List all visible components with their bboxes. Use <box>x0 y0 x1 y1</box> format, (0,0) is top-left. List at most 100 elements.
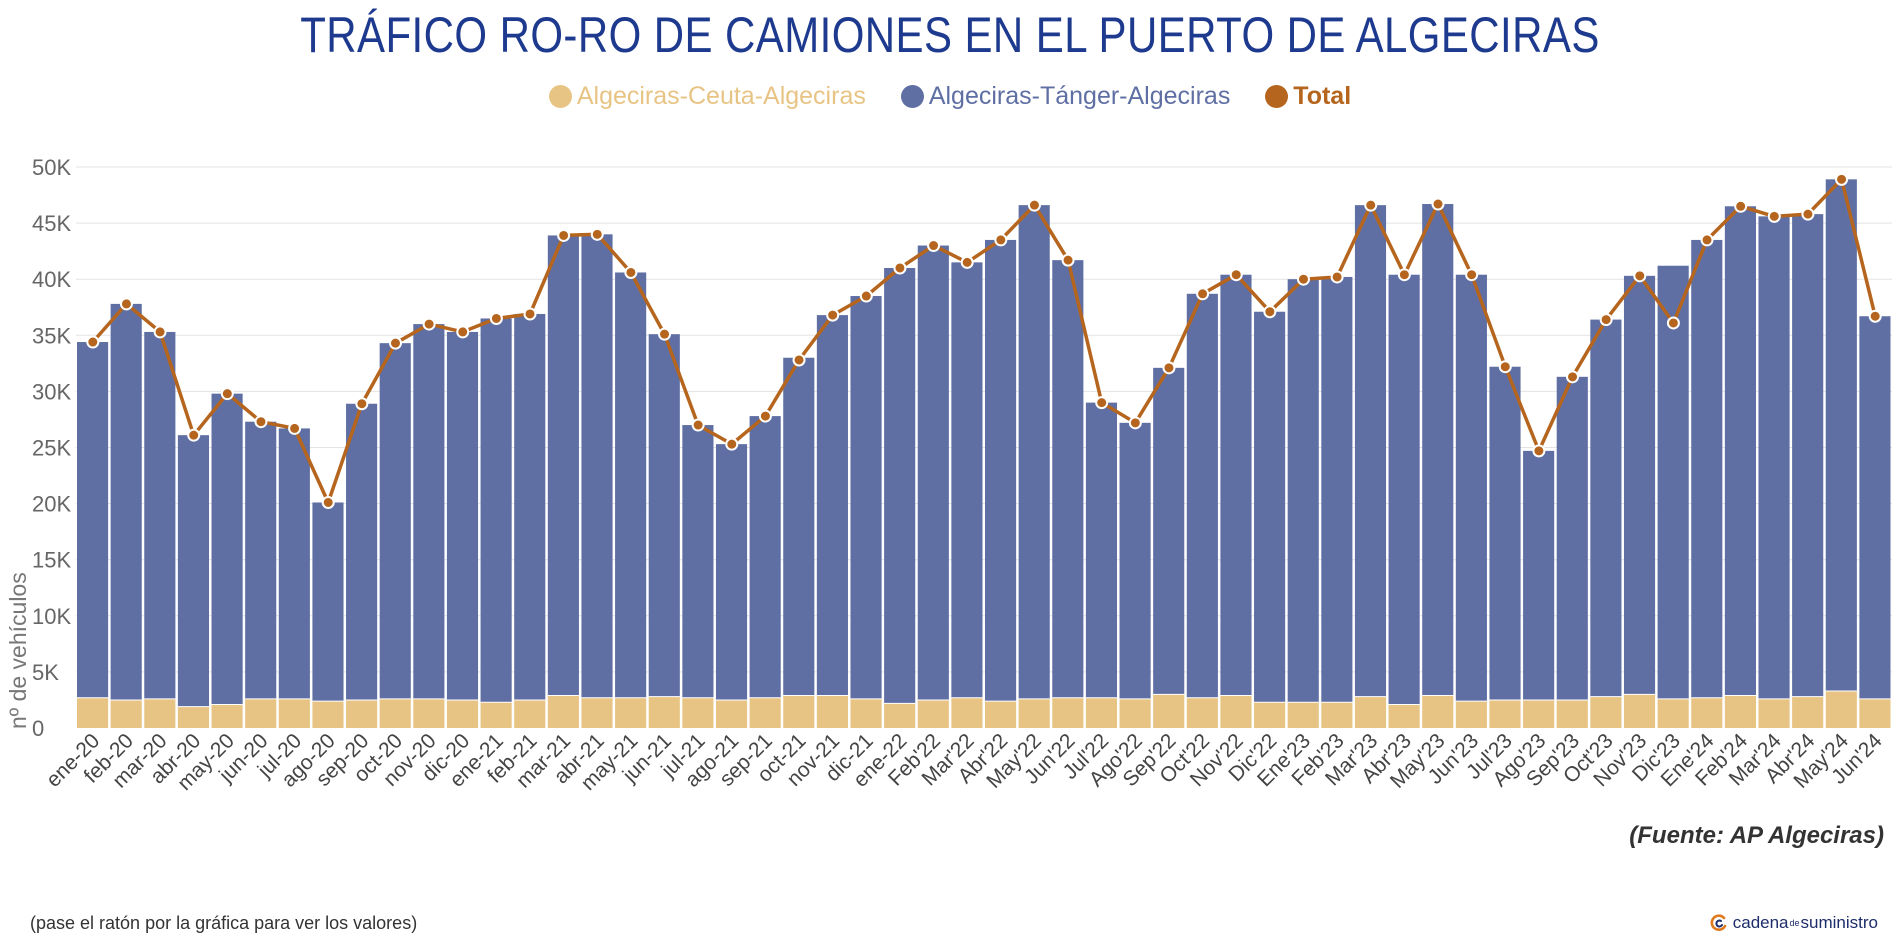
bar-ceuta <box>1556 699 1588 728</box>
bar-ceuta <box>1489 699 1521 728</box>
bar-tanger <box>648 334 680 697</box>
bar-ceuta <box>1354 696 1387 728</box>
bar-ceuta <box>1691 697 1723 728</box>
bar-ceuta <box>1018 698 1050 728</box>
total-point <box>1633 269 1647 283</box>
y-tick-label: 5K <box>32 660 59 685</box>
total-point <box>523 307 537 321</box>
bar-tanger <box>144 331 176 699</box>
total-point <box>1700 233 1714 247</box>
chart-title: TRÁFICO RO-RO DE CAMIONES EN EL PUERTO D… <box>300 7 1600 63</box>
legend-swatch-tanger <box>900 85 924 108</box>
total-point <box>321 495 335 509</box>
bar-tanger <box>1085 402 1118 698</box>
bar-ceuta <box>1590 696 1622 728</box>
hover-hint: (pase el ratón por la gráfica para ver l… <box>30 913 418 933</box>
bar-tanger <box>850 296 882 699</box>
total-point <box>489 311 503 325</box>
bar-ceuta <box>884 703 916 728</box>
legend-item-total[interactable]: Total <box>1265 82 1351 111</box>
total-point <box>1734 199 1748 213</box>
bar-tanger <box>77 342 109 698</box>
total-point <box>859 289 873 303</box>
bar-tanger <box>547 235 579 696</box>
legend-item-ceuta[interactable]: Algeciras-Ceuta-Algeciras <box>548 82 866 111</box>
bar-ceuta <box>581 697 613 728</box>
bar-ceuta <box>648 696 680 728</box>
total-point <box>1364 198 1378 212</box>
total-point <box>658 327 672 341</box>
legend-label-total: Total <box>1293 82 1352 110</box>
y-tick-label: 0 <box>32 716 44 741</box>
bar-tanger <box>1489 366 1521 700</box>
total-point <box>960 255 974 269</box>
total-point <box>1397 268 1411 282</box>
bar-ceuta <box>77 697 109 728</box>
bar-tanger <box>682 425 714 698</box>
bar-ceuta <box>917 699 949 728</box>
bar-ceuta <box>1523 699 1555 728</box>
legend-item-tanger[interactable]: Algeciras-Tánger-Algeciras <box>900 82 1230 111</box>
bar-tanger <box>1354 205 1387 697</box>
bar-tanger <box>816 315 848 696</box>
bar-ceuta <box>346 699 378 728</box>
bar-tanger <box>1455 274 1487 702</box>
bar-tanger <box>715 444 748 700</box>
bar-ceuta <box>1657 698 1689 728</box>
total-point <box>557 228 571 242</box>
bar-tanger <box>514 313 546 700</box>
total-point <box>187 428 201 442</box>
brand-text-2: de <box>1789 918 1800 928</box>
bar-ceuta <box>514 699 546 728</box>
bar-tanger <box>1254 311 1286 703</box>
total-point <box>1027 198 1041 212</box>
bar-tanger <box>245 421 277 699</box>
brand-logo[interactable]: cadena de suministro <box>1710 913 1878 933</box>
bar-tanger <box>1523 450 1555 700</box>
y-tick-label: 35K <box>32 323 71 348</box>
total-point <box>1061 253 1075 267</box>
bar-tanger <box>1388 274 1420 705</box>
bar-ceuta <box>1724 695 1756 728</box>
bar-ceuta <box>446 699 479 728</box>
total-point <box>153 325 167 339</box>
bar-ceuta <box>1859 698 1891 728</box>
bar-tanger <box>985 239 1017 702</box>
bar-tanger <box>1153 367 1185 695</box>
bar-ceuta <box>1254 702 1286 728</box>
total-point <box>1666 316 1680 330</box>
total-point <box>1465 268 1479 282</box>
total-point <box>1263 305 1277 319</box>
total-point <box>691 418 705 432</box>
bar-tanger <box>1422 204 1454 696</box>
bar-ceuta <box>951 697 983 728</box>
total-point <box>994 233 1008 247</box>
total-point <box>1095 396 1109 410</box>
bar-tanger <box>413 324 445 699</box>
bar-ceuta <box>749 697 781 728</box>
bar-tanger <box>917 245 949 700</box>
bar-tanger <box>951 262 983 698</box>
bar-ceuta <box>379 698 411 728</box>
bar-tanger <box>1792 214 1824 697</box>
bar-tanger <box>1556 376 1588 700</box>
bar-ceuta <box>816 695 848 728</box>
bar-ceuta <box>245 698 277 728</box>
bar-tanger <box>1119 422 1151 699</box>
bar-ceuta <box>480 702 512 728</box>
y-tick-label: 30K <box>32 379 71 404</box>
bar-tanger <box>1052 260 1084 698</box>
bar-ceuta <box>1792 696 1824 728</box>
bar-tanger <box>1287 279 1319 703</box>
bar-ceuta <box>278 698 310 728</box>
bar-ceuta <box>985 701 1017 728</box>
total-point <box>1296 272 1310 286</box>
total-point <box>1498 360 1512 374</box>
bar-ceuta <box>1422 695 1454 728</box>
bar-tanger <box>110 303 142 700</box>
bar-tanger <box>312 502 344 702</box>
source-note: (Fuente: AP Algeciras) <box>1629 822 1884 849</box>
bar-tanger <box>1691 239 1723 698</box>
brand-icon <box>1710 914 1727 931</box>
